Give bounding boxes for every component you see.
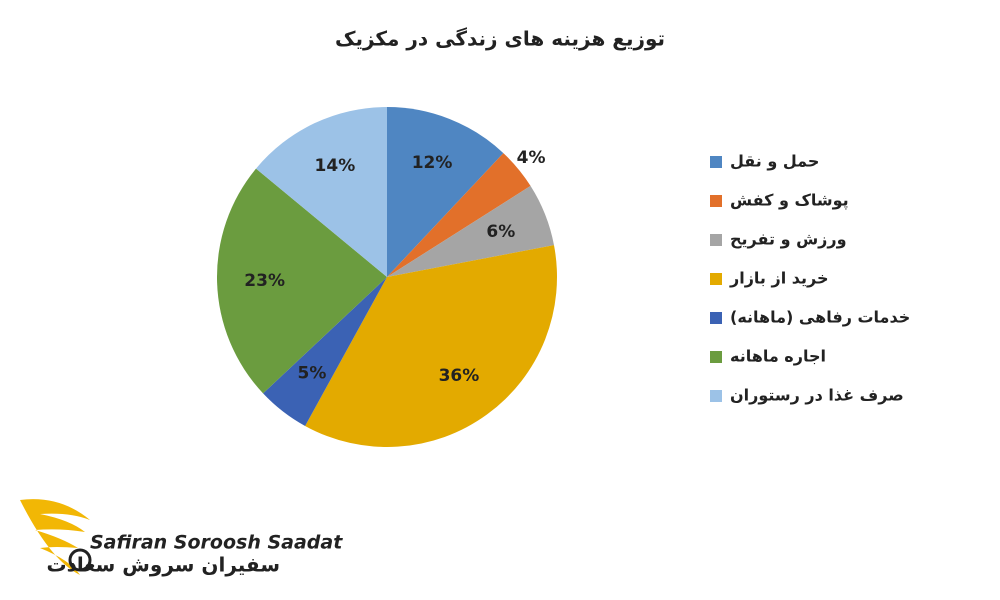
- legend-swatch: [710, 351, 722, 363]
- pie-slice: [387, 153, 531, 277]
- legend-swatch: [710, 234, 722, 246]
- data-label: 4%: [517, 148, 546, 168]
- pie-slice: [305, 245, 557, 447]
- pie-slice: [263, 277, 387, 426]
- logo-en: Safiran Soroosh Saadat: [90, 532, 343, 554]
- legend-swatch: [710, 390, 722, 402]
- logo-wing: [20, 499, 90, 575]
- legend-swatch: [710, 156, 722, 168]
- legend-label: حمل و نقل: [730, 152, 819, 171]
- legend-label: اجاره ماهانه: [730, 347, 826, 366]
- data-label: 36%: [439, 366, 480, 386]
- pie-slice: [387, 185, 554, 277]
- pie-slice: [217, 168, 387, 394]
- pie-slice: [387, 107, 504, 277]
- legend-label: خرید از بازار: [729, 269, 829, 288]
- logo-fa: سفیران سروش سعادت: [47, 553, 281, 577]
- data-label: 23%: [244, 271, 285, 291]
- data-label: 6%: [486, 222, 515, 242]
- logo-ring: [68, 548, 92, 572]
- legend-label: پوشاک و کفش: [730, 191, 849, 211]
- legend-label: خدمات رفاهی (ماهانه): [730, 308, 910, 327]
- legend-label: صرف غذا در رستوران: [730, 386, 904, 405]
- legend-swatch: [710, 195, 722, 207]
- legend-swatch: [710, 273, 722, 285]
- pie-slice: [256, 107, 387, 277]
- data-label: 12%: [412, 153, 453, 173]
- data-label: 14%: [315, 156, 356, 176]
- legend-label: ورزش و تفریح: [730, 230, 847, 249]
- chart-title: توزیع هزینه های زندگی در مکزیک: [335, 27, 665, 51]
- logo: Safiran Soroosh Saadat سفیران سروش سعادت: [20, 499, 343, 577]
- legend-swatch: [710, 312, 722, 324]
- data-label: 5%: [298, 364, 327, 384]
